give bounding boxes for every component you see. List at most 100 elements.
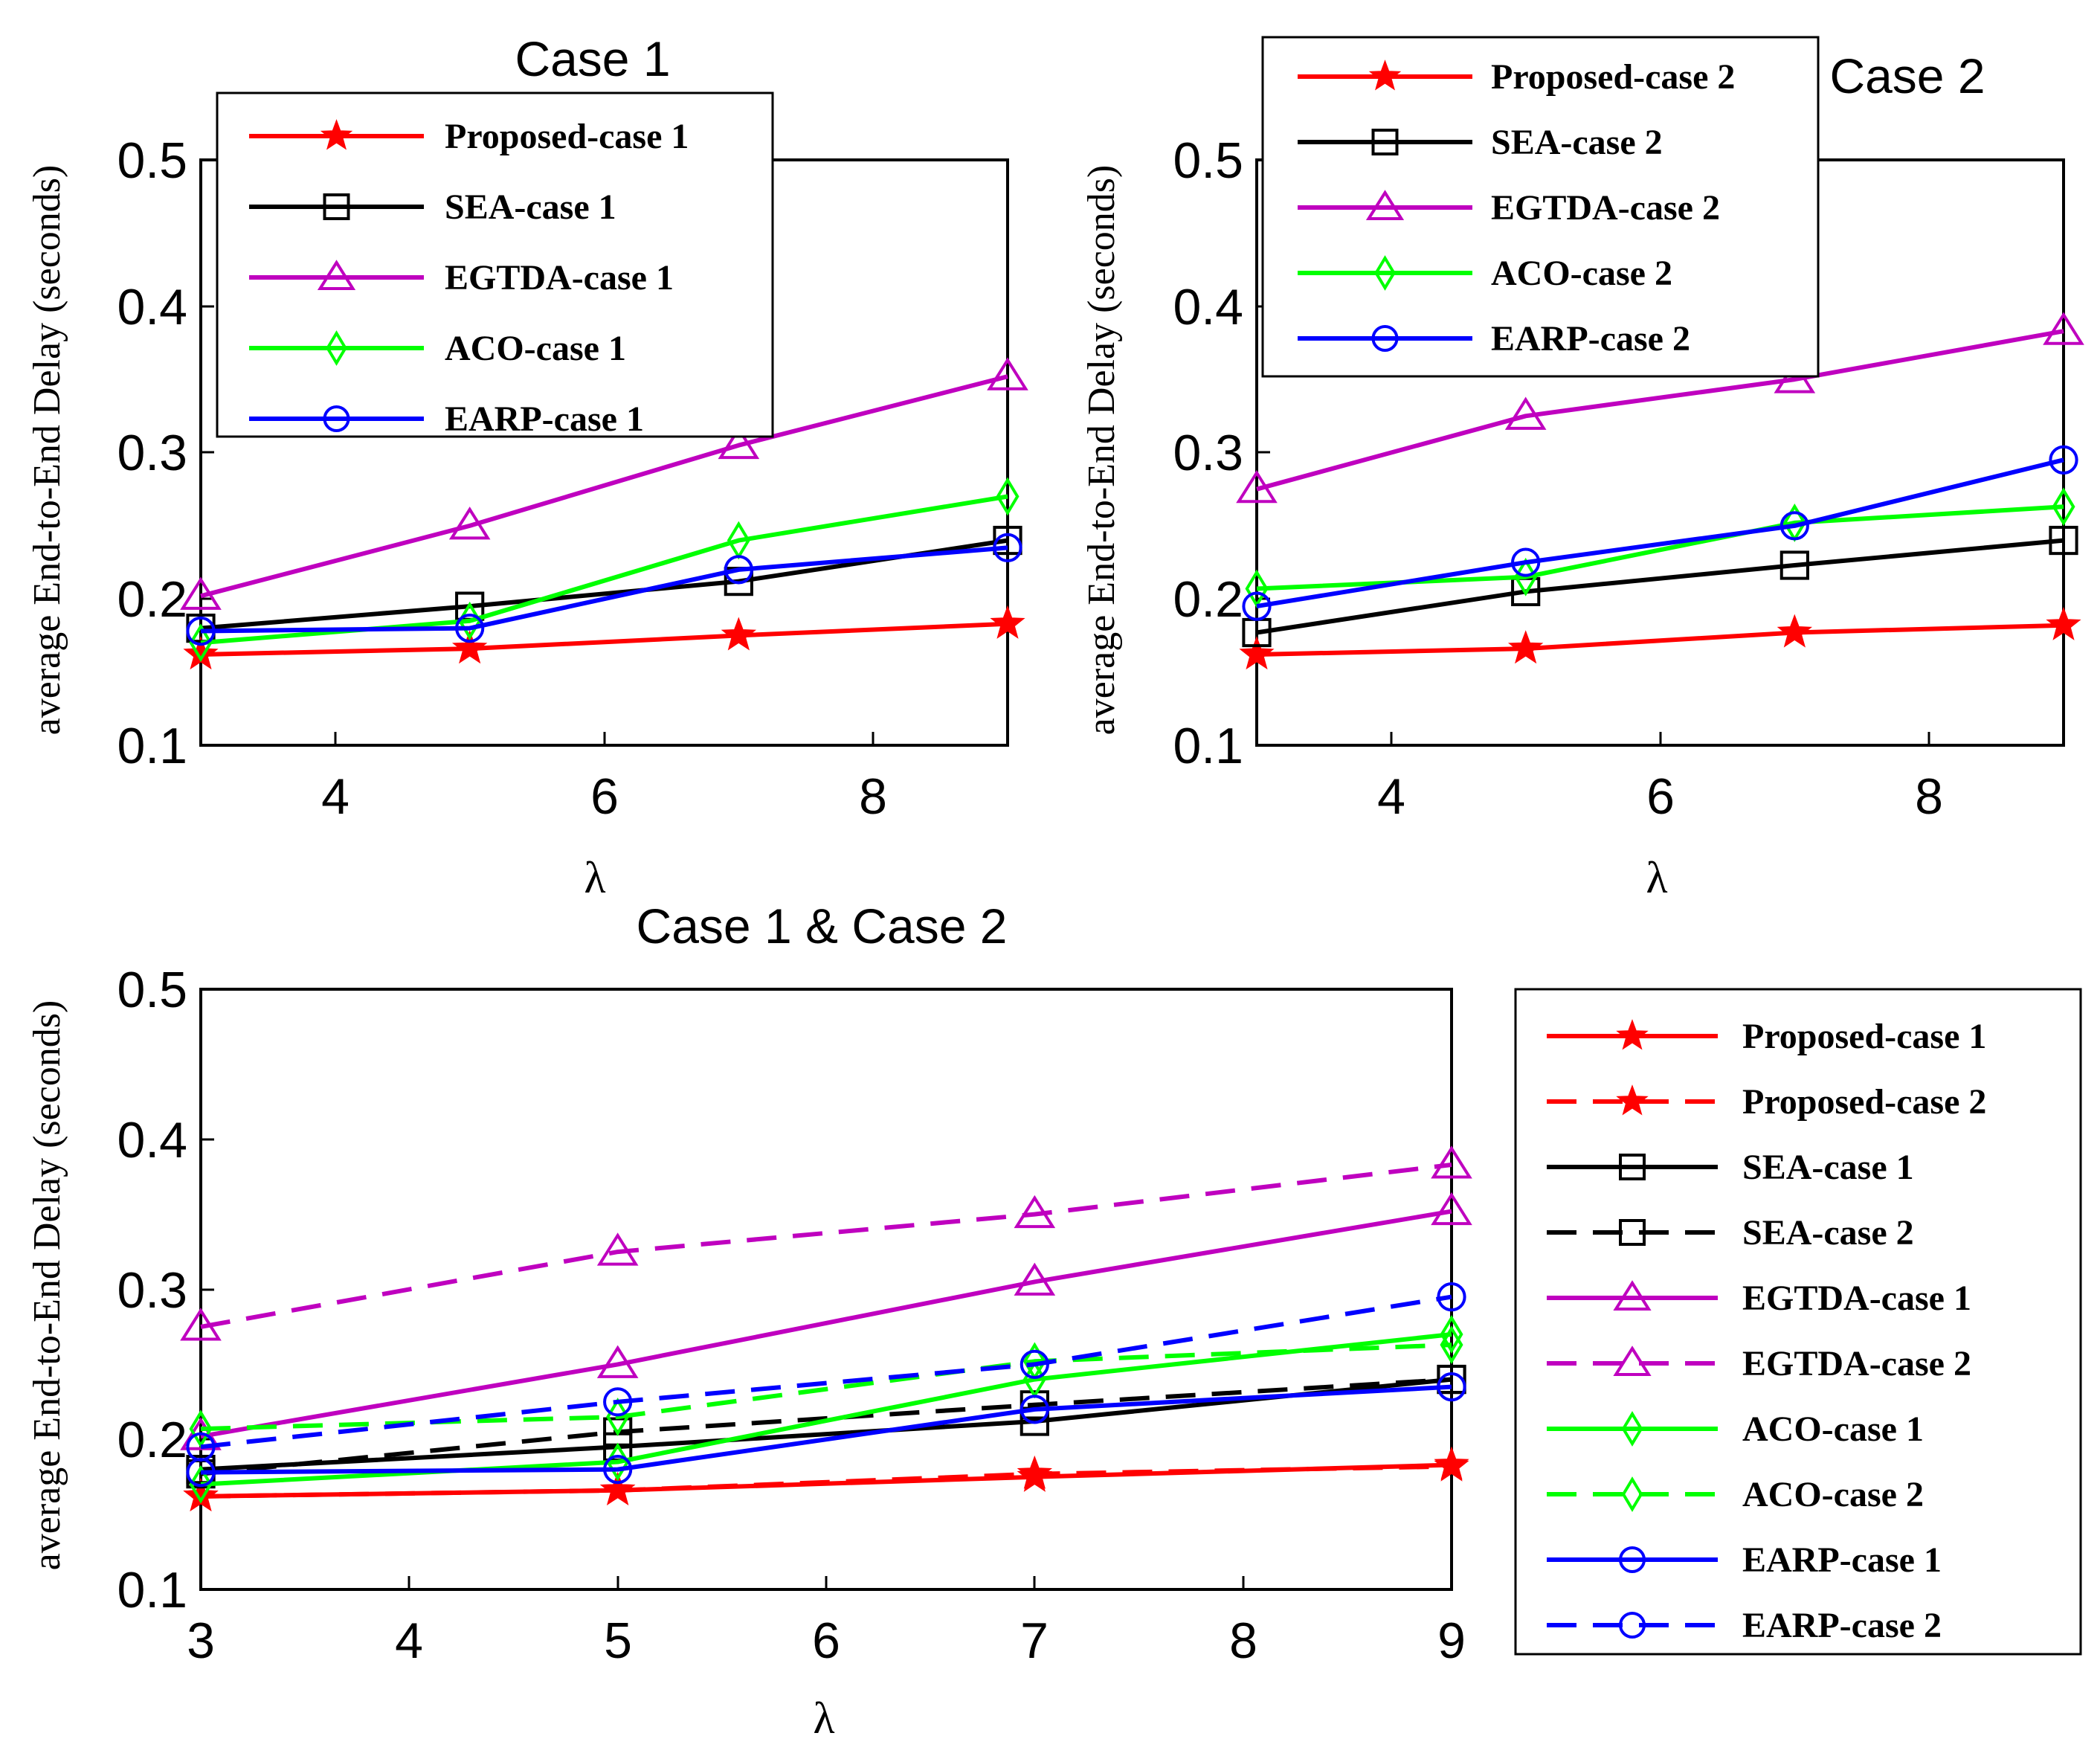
chart-title-case1: Case 1	[515, 31, 670, 86]
y-ticks-case1: 0.1 0.2 0.3 0.4 0.5	[117, 132, 214, 774]
data-point	[1440, 1315, 1463, 1354]
series-line	[200, 621, 1008, 657]
series-line	[200, 1294, 1452, 1450]
data-point	[724, 555, 753, 585]
data-point	[1239, 636, 1275, 670]
x-tick-label: 7	[1020, 1613, 1049, 1669]
data-point	[1014, 1262, 1056, 1296]
legend-combined: Proposed-case 1 Proposed-case 2 SEA-case 1…	[1514, 988, 2082, 1656]
x-tick-label: 4	[321, 768, 350, 825]
data-point	[2049, 525, 2078, 556]
series-line	[200, 1384, 1452, 1475]
data-point	[996, 477, 1020, 516]
x-axis-label-combined: λ	[813, 1694, 834, 1743]
legend-label: SEA-case 2	[1491, 123, 1663, 162]
legend-label: ACO-case 1	[1742, 1409, 1924, 1449]
legend-marker	[317, 260, 356, 290]
data-point	[1437, 1364, 1466, 1395]
series-sea-case-2	[1242, 525, 2078, 648]
panel-combined: 0.1 0.2 0.3 0.4 0.5 3 4 5 6 7 8 9 Case 1…	[26, 898, 2082, 1743]
data-point	[186, 1432, 216, 1462]
y-tick-label: 0.5	[117, 132, 187, 189]
x-ticks-case2: 4 6 8	[1377, 732, 1943, 825]
series-earp-case-2	[1242, 445, 2078, 621]
y-axis-label-case1: average End-to-End Delay (seconds)	[26, 165, 68, 736]
chart-title-combined: Case 1 & Case 2	[637, 898, 1008, 954]
data-point	[596, 1345, 639, 1378]
legend-label: Proposed-case 1	[445, 117, 689, 156]
data-point	[1437, 1282, 1466, 1312]
x-tick-label: 5	[604, 1613, 632, 1669]
x-tick-label: 8	[1229, 1613, 1257, 1669]
legend-marker	[1365, 190, 1405, 220]
y-ticks-combined: 0.1 0.2 0.3 0.4 0.5	[117, 962, 214, 1618]
series-line	[200, 1332, 1452, 1487]
data-point	[603, 1455, 633, 1485]
data-point	[987, 357, 1028, 390]
data-point	[1431, 1145, 1472, 1179]
data-point	[1434, 1447, 1469, 1482]
data-point	[1511, 547, 1541, 577]
x-tick-label: 4	[1377, 768, 1405, 825]
legend-label: EARP-case 2	[1491, 319, 1690, 358]
x-tick-label: 6	[812, 1613, 840, 1669]
data-point	[1236, 469, 1278, 504]
series-line	[1256, 457, 2064, 609]
data-point	[455, 614, 485, 643]
legend-label: Proposed-case 1	[1742, 1017, 1986, 1056]
legend-marker	[320, 119, 353, 150]
legend-marker	[323, 193, 350, 220]
series-layer-case1	[180, 357, 1028, 670]
data-point	[718, 425, 760, 460]
legend-marker	[323, 405, 350, 432]
legend-label: SEA-case 1	[445, 187, 616, 227]
y-tick-label: 0.1	[117, 718, 187, 774]
legend-case1: Proposed-case 1 SEA-case 1 EGTDA-case 1 ACO…	[216, 91, 774, 439]
x-tick-label: 9	[1437, 1613, 1466, 1669]
x-tick-label: 3	[187, 1613, 215, 1669]
y-tick-label: 0.2	[1173, 571, 1243, 628]
chart-title-case2: Case 2	[1829, 48, 1985, 103]
data-point	[180, 1308, 222, 1341]
y-tick-label: 0.5	[1173, 132, 1243, 189]
legend-marker	[1368, 60, 1402, 91]
data-point	[596, 1232, 639, 1266]
legend-marker	[1619, 1612, 1646, 1639]
legend-case2: Proposed-case 2 SEA-case 2 EGTDA-case 2 ACO…	[1261, 36, 1820, 378]
series-line	[200, 1377, 1452, 1472]
y-tick-label: 0.1	[1173, 718, 1243, 774]
y-tick-label: 0.3	[117, 425, 187, 481]
legend-label: ACO-case 1	[445, 329, 626, 368]
legend-label: SEA-case 2	[1742, 1213, 1914, 1253]
series-earp-case-1	[186, 533, 1022, 646]
series-egtda-case-1	[180, 1192, 1472, 1450]
legend-label: EARP-case 2	[1742, 1606, 1942, 1645]
series-line	[200, 1209, 1452, 1439]
data-point	[1507, 630, 1544, 664]
series-layer-combined	[180, 1145, 1472, 1511]
legend-marker	[1619, 1219, 1646, 1246]
legend-marker	[1621, 1411, 1643, 1447]
x-tick-label: 4	[395, 1613, 423, 1669]
legend-marker	[326, 330, 347, 366]
data-point	[451, 630, 488, 664]
legend-label: EGTDA-case 1	[1742, 1279, 1971, 1318]
data-point	[2046, 606, 2081, 640]
series-line	[200, 1464, 1452, 1499]
legend-marker	[1374, 255, 1396, 291]
x-tick-label: 8	[1915, 768, 1943, 825]
data-point	[1440, 1325, 1463, 1365]
y-tick-label: 0.3	[1173, 425, 1243, 481]
x-tick-label: 8	[859, 768, 887, 825]
legend-label: EARP-case 1	[1742, 1540, 1942, 1580]
data-point	[180, 576, 222, 610]
data-point	[606, 1398, 630, 1436]
data-point	[1014, 1195, 1056, 1229]
data-point	[1504, 396, 1547, 430]
x-ticks-case1: 4 6 8	[321, 732, 887, 825]
legend-label: Proposed-case 2	[1491, 57, 1735, 97]
legend-label: ACO-case 2	[1742, 1475, 1924, 1514]
x-ticks-combined: 3 4 5 6 7 8 9	[187, 1576, 1466, 1669]
y-tick-label: 0.1	[117, 1562, 187, 1618]
